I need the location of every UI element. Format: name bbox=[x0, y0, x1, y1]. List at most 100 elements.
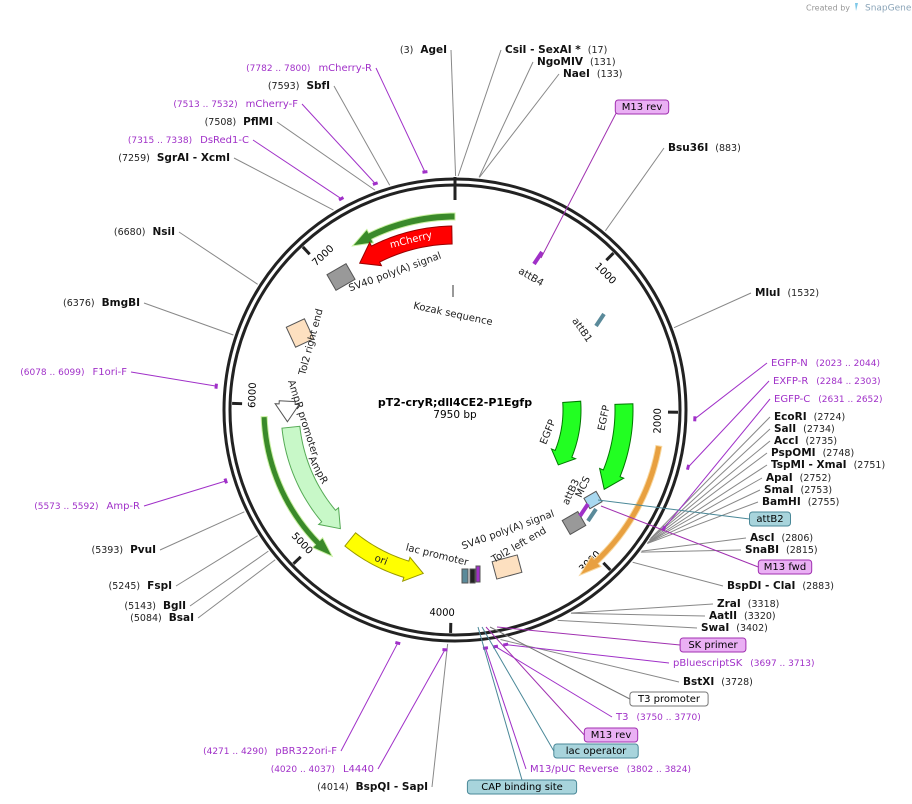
feature-box bbox=[461, 568, 469, 584]
site-leader bbox=[500, 639, 680, 683]
site-name: ZraI bbox=[717, 598, 741, 610]
primer-range: (2284 .. 2303) bbox=[816, 377, 880, 387]
ruler-label: 1000 bbox=[592, 261, 618, 287]
backbone bbox=[222, 177, 688, 643]
tag-label: M13 fwd bbox=[764, 562, 806, 573]
site-position: (133) bbox=[597, 69, 623, 80]
tag-label: SK primer bbox=[688, 640, 738, 651]
primer-range: (5573 .. 5592) bbox=[34, 502, 98, 512]
site-name: BspQI - SapI bbox=[356, 781, 428, 793]
primer-name: DsRed1-C bbox=[200, 135, 249, 146]
primer-name: mCherry-R bbox=[318, 63, 372, 74]
site-label: (4014) BspQI - SapI bbox=[317, 781, 428, 793]
site-name: SbfI bbox=[306, 80, 330, 92]
site-name: BmgBI bbox=[102, 297, 140, 309]
site-position: (2806) bbox=[782, 533, 814, 544]
site-label: BspDI - ClaI (2883) bbox=[727, 580, 834, 592]
site-name: AscI bbox=[750, 532, 775, 544]
site-name: BspDI - ClaI bbox=[727, 580, 795, 592]
site-label: (5084) BsaI bbox=[130, 612, 194, 624]
site-leader bbox=[478, 61, 534, 178]
tag-label: M13 rev bbox=[622, 102, 663, 113]
site-label: ApaI (2752) bbox=[766, 472, 831, 484]
tag-box bbox=[749, 511, 791, 527]
site-position: (3320) bbox=[744, 611, 776, 622]
site-label: SalI (2734) bbox=[774, 423, 835, 435]
feature-arrow-glow bbox=[351, 212, 456, 247]
primer-name: Amp-R bbox=[107, 501, 141, 512]
tag-label: M13 rev bbox=[591, 730, 632, 741]
site-leader bbox=[605, 147, 665, 232]
feature-mark bbox=[594, 312, 606, 328]
site-name: AccI bbox=[774, 435, 798, 447]
site-position: (2734) bbox=[803, 424, 835, 435]
site-label: SnaBI (2815) bbox=[745, 544, 818, 556]
primer-leader bbox=[252, 139, 342, 200]
primer-label: (4020 .. 4037) L4440 bbox=[271, 764, 374, 775]
tag-box bbox=[614, 99, 670, 115]
primer-leader bbox=[340, 642, 399, 752]
site-position: (3402) bbox=[736, 623, 768, 634]
primer-mark bbox=[223, 478, 228, 484]
site-position: (2752) bbox=[800, 473, 832, 484]
feature-arrow-ori bbox=[344, 532, 425, 583]
site-leader bbox=[647, 477, 763, 544]
site-leader bbox=[189, 550, 269, 607]
site-position: (2751) bbox=[854, 460, 886, 471]
primer-mark bbox=[686, 464, 691, 471]
site-leader bbox=[570, 612, 706, 617]
primer-leader bbox=[694, 362, 768, 420]
site-position: (1532) bbox=[787, 288, 819, 299]
primer-label: EXFP-R (2284 .. 2303) bbox=[773, 376, 881, 387]
tag-leader bbox=[477, 626, 523, 781]
site-label: AatII (3320) bbox=[709, 610, 776, 622]
site-name: BstXI bbox=[683, 676, 714, 688]
site-position: (7593) bbox=[268, 81, 300, 92]
primer-name: pBluescriptSK bbox=[673, 658, 743, 669]
primer-name: T3 bbox=[615, 712, 628, 723]
ruler-label: 6000 bbox=[247, 382, 259, 408]
tag-box bbox=[583, 727, 639, 743]
site-leader bbox=[673, 292, 752, 329]
primer-label: M13/pUC Reverse (3802 .. 3824) bbox=[530, 764, 691, 775]
feature-arrow-orange bbox=[578, 444, 663, 577]
tag-leader bbox=[600, 505, 759, 568]
feature-label: EGFP bbox=[539, 418, 559, 446]
site-label: (5245) FspI bbox=[109, 580, 172, 592]
credit-prefix: Created by bbox=[806, 4, 850, 13]
site-name: TspMI - XmaI bbox=[771, 459, 847, 471]
tag-box bbox=[629, 691, 709, 707]
site-position: (17) bbox=[588, 45, 608, 56]
primer-label: EGFP-C (2631 .. 2652) bbox=[774, 394, 883, 405]
feature-mark bbox=[586, 507, 598, 523]
feature-arrow-glow bbox=[260, 416, 334, 558]
site-position: (2748) bbox=[823, 448, 855, 459]
site-leader bbox=[450, 49, 457, 177]
ruler-label: 7000 bbox=[310, 243, 336, 268]
site-label: TspMI - XmaI (2751) bbox=[771, 459, 885, 471]
primer-range: (4271 .. 4290) bbox=[203, 747, 267, 757]
site-name: Bsu36I bbox=[668, 142, 708, 154]
primer-label: (5573 .. 5592) Amp-R bbox=[34, 501, 140, 512]
primer-label: (4271 .. 4290) pBR322ori-F bbox=[203, 746, 337, 757]
feature-box bbox=[285, 318, 315, 348]
tag-leader bbox=[597, 499, 750, 520]
site-position: (6680) bbox=[114, 227, 146, 238]
site-name: MluI bbox=[755, 287, 780, 299]
primer-label: (6078 .. 6099) F1ori-F bbox=[20, 367, 127, 378]
site-label: NaeI (133) bbox=[563, 68, 622, 80]
primer-range: (4020 .. 4037) bbox=[271, 765, 335, 775]
site-leader bbox=[159, 511, 245, 551]
tag-leader bbox=[496, 626, 681, 646]
site-name: AgeI bbox=[420, 44, 447, 56]
site-name: BglI bbox=[163, 600, 186, 612]
site-name: SnaBI bbox=[745, 544, 779, 556]
site-label: PspOMI (2748) bbox=[771, 447, 854, 459]
site-label: (5143) BglI bbox=[124, 600, 186, 612]
feature-box bbox=[491, 554, 523, 580]
site-label: (7259) SgrAI - XcmI bbox=[118, 152, 230, 164]
site-position: (3728) bbox=[721, 677, 753, 688]
tag-box bbox=[757, 559, 813, 575]
tag-leader bbox=[481, 626, 555, 752]
